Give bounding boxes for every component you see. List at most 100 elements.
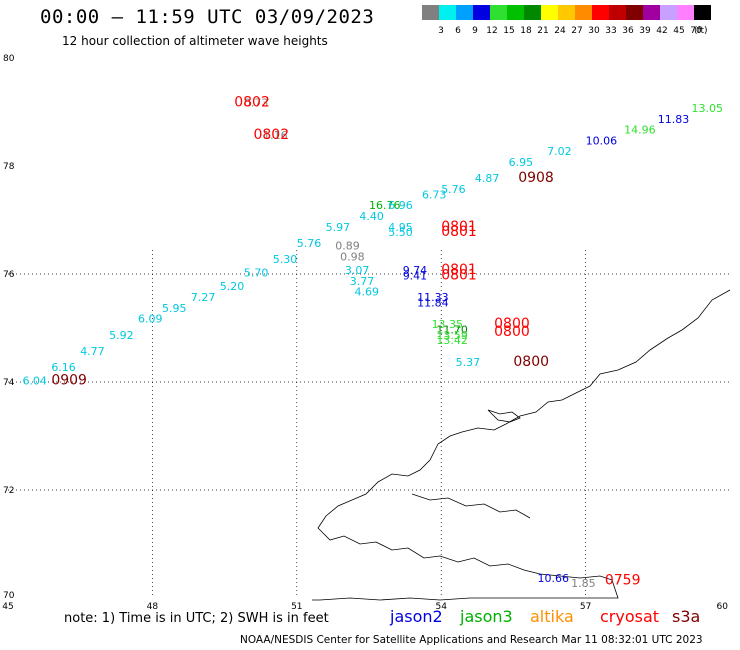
- pass-time-label: 0800: [513, 354, 549, 370]
- lon-tick-label: 51: [291, 602, 302, 612]
- lat-tick-label: 72: [3, 486, 14, 496]
- legend-swatch: [473, 5, 490, 20]
- wave-height-label: 13.05: [691, 102, 723, 115]
- map-note: note: 1) Time is in UTC; 2) SWH is in fe…: [64, 611, 329, 626]
- wave-height-label: 5.76: [297, 237, 322, 250]
- pass-time-label: 0800: [494, 316, 530, 332]
- wave-height-label: 7.27: [191, 291, 216, 304]
- wave-height-label: 16.76: [369, 199, 401, 212]
- wave-height-label: 5.50: [388, 226, 413, 239]
- wave-height-label: 5.97: [326, 221, 351, 234]
- wave-height-label: 9.41: [403, 269, 428, 282]
- legend-swatch: [490, 5, 507, 20]
- wave-height-label: 5.95: [162, 302, 187, 315]
- wave-height-label: 5.37: [456, 356, 481, 369]
- island-shore: [487, 409, 521, 423]
- legend-label: 12: [486, 26, 498, 36]
- axis-ticks: 45 48 51 54 57 60 70 72 74 76 78 80: [2, 54, 728, 612]
- wave-height-label: 4.40: [359, 210, 384, 223]
- map-footer: NOAA/NESDIS Center for Satellite Applica…: [240, 634, 703, 646]
- wave-height-label: 6.04: [22, 375, 47, 388]
- wave-height-label: 0.98: [340, 251, 365, 264]
- novaya-zemlya-coast: [317, 289, 731, 581]
- wave-height-label: 9.74: [403, 264, 428, 277]
- map-title: 00:00 – 11:59 UTC 03/09/2023: [40, 6, 375, 28]
- legend-label: 42: [656, 26, 668, 36]
- wave-height-label: 5.92: [109, 329, 134, 342]
- land-coastline: [312, 289, 731, 601]
- legend-swatch: [626, 5, 643, 20]
- inner-coast: [411, 493, 531, 519]
- wave-height-label: 3.77: [350, 275, 375, 288]
- wave-height-label: 0.89: [335, 240, 360, 253]
- pass-time-label: 0802: [253, 127, 289, 143]
- wave-height-label: 4.95: [388, 221, 413, 234]
- wave-height-label: 5.30: [273, 253, 298, 266]
- legend-swatch: [677, 5, 694, 20]
- pass-time-label: 0759: [605, 573, 641, 589]
- legend-swatch: [456, 5, 473, 20]
- legend-swatch: [575, 5, 592, 20]
- pass-time-label: 0800: [494, 324, 530, 340]
- legend-label: 45: [673, 26, 685, 36]
- east-coast-edge: [312, 579, 619, 601]
- wave-height-label: 6.09: [138, 313, 163, 326]
- legend-swatch: [558, 5, 575, 20]
- wave-height-label: 6.73: [422, 188, 447, 201]
- wave-height-label: 13.59: [436, 329, 468, 342]
- wave-height-label: 7.02: [547, 145, 572, 158]
- legend-swatch: [609, 5, 626, 20]
- wave-height-label: 11.33: [417, 291, 449, 304]
- pass-time-label: 0908: [518, 170, 554, 186]
- legend-label: 27: [571, 26, 583, 36]
- wave-height-label: 4.69: [355, 286, 380, 299]
- legend-swatch: [694, 5, 711, 20]
- lon-tick-label: 60: [717, 602, 729, 612]
- legend-label: 3: [438, 26, 444, 36]
- wave-height-label: 5.76: [441, 183, 466, 196]
- lat-lon-grid: [8, 250, 730, 598]
- legend-label: 24: [554, 26, 566, 36]
- pass-time-label: 0909: [51, 373, 87, 389]
- wave-height-label: 0.73: [244, 97, 269, 110]
- legend-label: 30: [588, 26, 600, 36]
- legend-swatch: [507, 5, 524, 20]
- wave-height-label: 6.16: [51, 361, 76, 374]
- legend-swatch: [524, 5, 541, 20]
- wave-height-label: 6.96: [388, 199, 413, 212]
- satellite-cryosat: cryosat: [600, 607, 660, 626]
- pass-time-label: 0802: [234, 95, 270, 111]
- pass-time-label: 0801: [441, 262, 477, 278]
- wave-height-label: 14.96: [624, 124, 656, 137]
- lat-tick-label: 78: [3, 162, 15, 172]
- legend-label: 6: [455, 26, 461, 36]
- lon-tick-label: 57: [580, 602, 591, 612]
- legend-label: 36: [622, 26, 634, 36]
- wave-height-label: 13.35: [432, 318, 464, 331]
- wave-height-label: 6.95: [509, 156, 534, 169]
- legend-label: 33: [605, 26, 617, 36]
- lat-tick-label: 76: [3, 270, 15, 280]
- satellite-altika: altika: [530, 607, 574, 626]
- wave-height-label: 13.42: [436, 334, 468, 347]
- lon-tick-label: 54: [435, 602, 447, 612]
- lat-tick-label: 70: [3, 591, 15, 601]
- legend-swatch: [439, 5, 456, 20]
- wave-height-label: 11.83: [658, 113, 690, 126]
- wave-height-label: 5.20: [220, 280, 245, 293]
- legend-swatch: [643, 5, 660, 20]
- wave-height-label: 4.87: [475, 172, 500, 185]
- legend-label: 9: [472, 26, 478, 36]
- legend-label: 15: [503, 26, 515, 36]
- legend-swatch: [541, 5, 558, 20]
- lon-tick-label: 45: [2, 602, 13, 612]
- wave-height-label: 1.16: [263, 129, 288, 142]
- lat-tick-label: 74: [3, 378, 15, 388]
- legend-label: 21: [537, 26, 549, 36]
- map-subtitle: 12 hour collection of altimeter wave hei…: [62, 34, 328, 48]
- lat-tick-label: 80: [3, 54, 15, 64]
- satellite-jason3: jason3: [460, 607, 513, 626]
- legend-label: 18: [520, 26, 532, 36]
- wave-height-label: 3.07: [345, 264, 370, 277]
